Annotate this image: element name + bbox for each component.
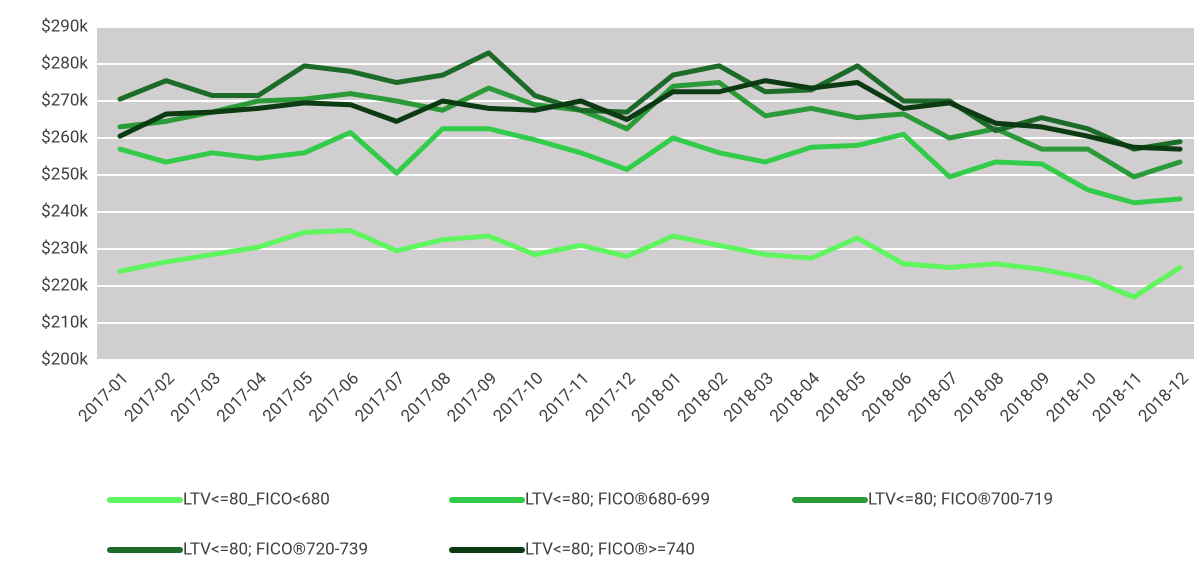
y-tick-label: $260k [41,127,88,147]
x-tick-label: 2017-03 [167,369,225,427]
y-tick-label: $210k [41,312,88,332]
x-tick-label: 2017-08 [397,369,455,427]
x-tick-label: 2018-09 [996,369,1054,427]
legend-label: LTV<=80; FICO®720-739 [183,539,368,559]
series-line [117,126,1183,206]
x-tick-label: 2017-04 [213,368,271,426]
x-tick-label: 2018-10 [1043,369,1101,427]
y-tick-label: $200k [41,349,88,369]
legend-label: LTV<=80; FICO®>=740 [525,539,695,559]
x-tick-label: 2017-05 [259,369,317,427]
x-tick-label: 2018-03 [720,369,778,427]
x-tick-label: 2017-09 [443,369,501,427]
x-tick-label: 2018-02 [674,369,732,427]
y-tick-label: $220k [41,275,88,295]
x-tick-label: 2018-11 [1089,369,1147,427]
x-tick-label: 2018-07 [904,369,962,427]
x-tick-label: 2017-06 [305,369,363,427]
x-tick-label: 2018-12 [1135,369,1193,427]
x-tick-label: 2018-04 [766,368,824,426]
x-tick-label: 2017-07 [351,369,409,427]
series-line [117,50,1183,152]
x-tick-label: 2018-01 [628,369,686,427]
legend-label: LTV<=80; FICO®680-699 [525,489,710,509]
x-tick-label: 2017-11 [536,369,594,427]
x-tick-label: 2018-05 [812,369,870,427]
y-tick-label: $240k [41,201,88,221]
x-tick-label: 2017-10 [489,369,547,427]
x-tick-label: 2018-06 [858,369,916,427]
x-tick-label: 2017-02 [121,369,179,427]
legend-label: LTV<=80_FICO<680 [183,489,330,509]
series-line [117,228,1183,300]
x-tick-label: 2018-08 [950,369,1008,427]
y-tick-label: $230k [41,238,88,258]
x-tick-label: 2017-12 [582,369,640,427]
y-tick-label: $250k [41,164,88,184]
y-tick-label: $290k [41,16,88,36]
legend-label: LTV<=80; FICO®700-719 [868,489,1053,509]
y-tick-label: $280k [41,53,88,73]
y-tick-label: $270k [41,90,88,110]
plot-area [97,27,1194,360]
series-line [117,78,1183,152]
x-tick-label: 2017-01 [75,369,133,427]
